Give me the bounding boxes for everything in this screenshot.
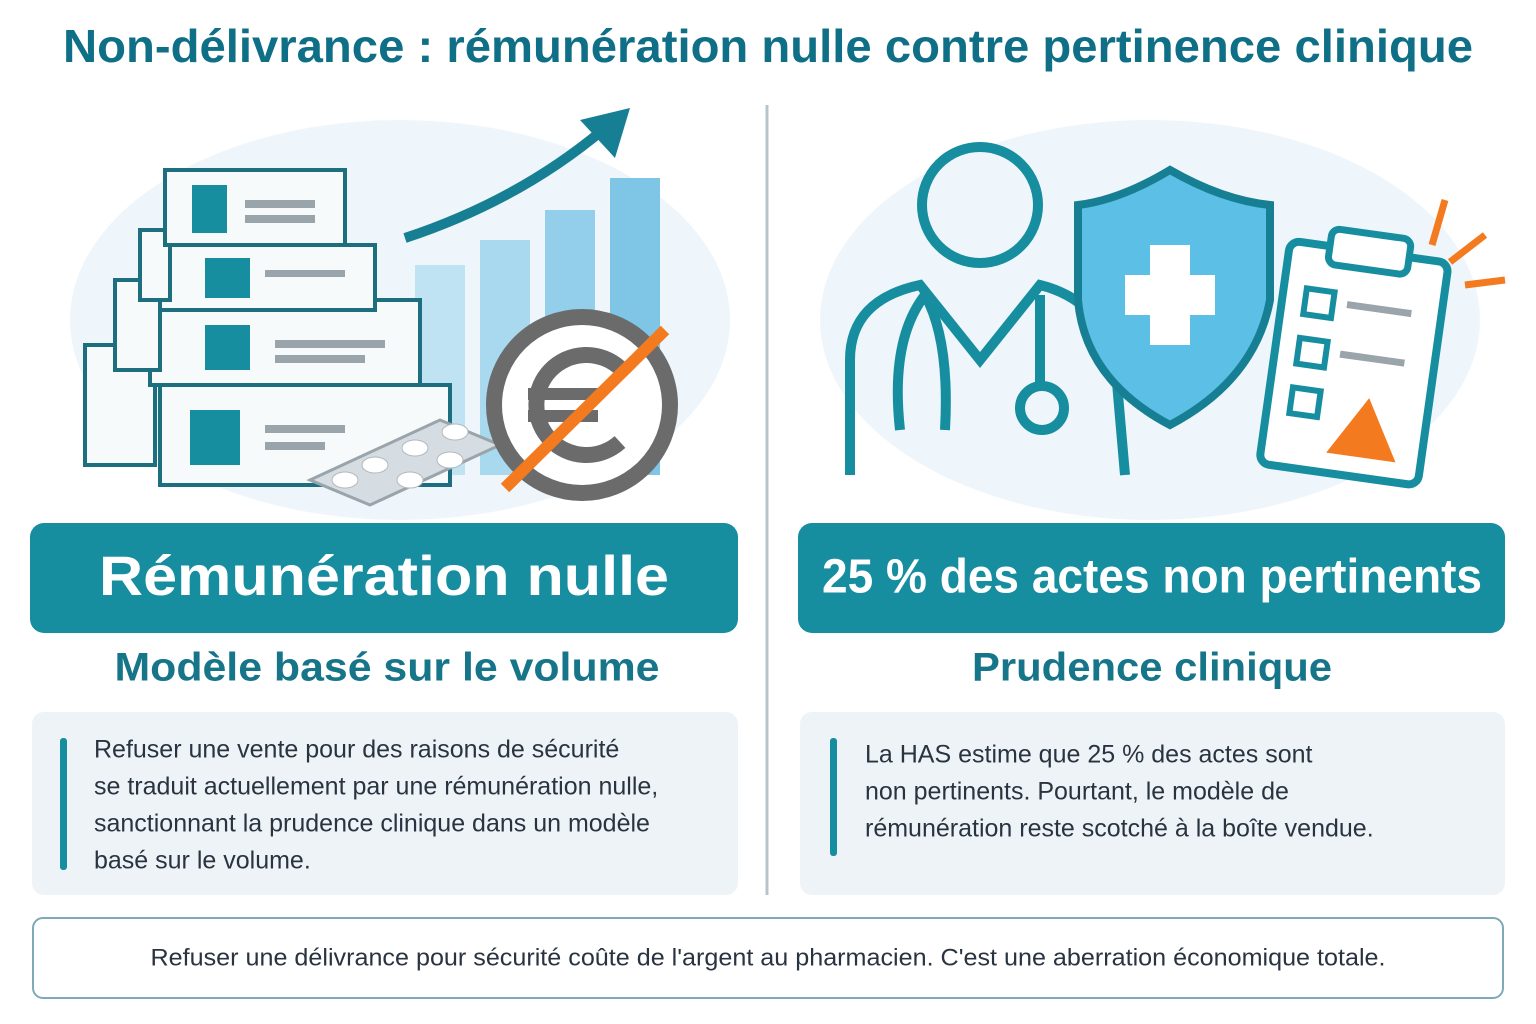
text-line: Refuser une vente pour des raisons de sé… (94, 736, 619, 764)
left-illustration (70, 108, 730, 520)
text-line: sanctionnant la prudence clinique dans u… (94, 810, 650, 838)
right-subtitle: Prudence clinique (972, 646, 1332, 690)
footer-box (32, 917, 1504, 999)
left-text-box (32, 712, 738, 895)
left-accent (60, 738, 67, 870)
title: Non-délivrance : rémunération nulle cont… (63, 20, 1473, 72)
text-line: se traduit actuellement par une rémunéra… (94, 773, 658, 801)
right-text-box (800, 712, 1505, 895)
right-banner: 25 % des actes non pertinents (822, 551, 1482, 604)
left-banner-box (30, 523, 738, 633)
right-illustration (820, 120, 1506, 520)
left-subtitle: Modèle basé sur le volume (115, 646, 660, 690)
left-banner: Rémunération nulle (99, 544, 669, 607)
right-banner-box (798, 523, 1505, 633)
footer-quote: Refuser une délivrance pour sécurité coû… (151, 944, 1386, 971)
right-accent (830, 738, 837, 856)
text-line: rémunération reste scotché à la boîte ve… (865, 815, 1374, 843)
text-line: basé sur le volume. (94, 847, 311, 875)
left-text: Refuser une vente pour des raisons de sé… (94, 736, 658, 875)
right-text: La HAS estime que 25 % des actes sont non… (865, 741, 1374, 843)
text-line: La HAS estime que 25 % des actes sont (865, 741, 1313, 769)
text-line: non pertinents. Pourtant, le modèle de (865, 778, 1289, 806)
